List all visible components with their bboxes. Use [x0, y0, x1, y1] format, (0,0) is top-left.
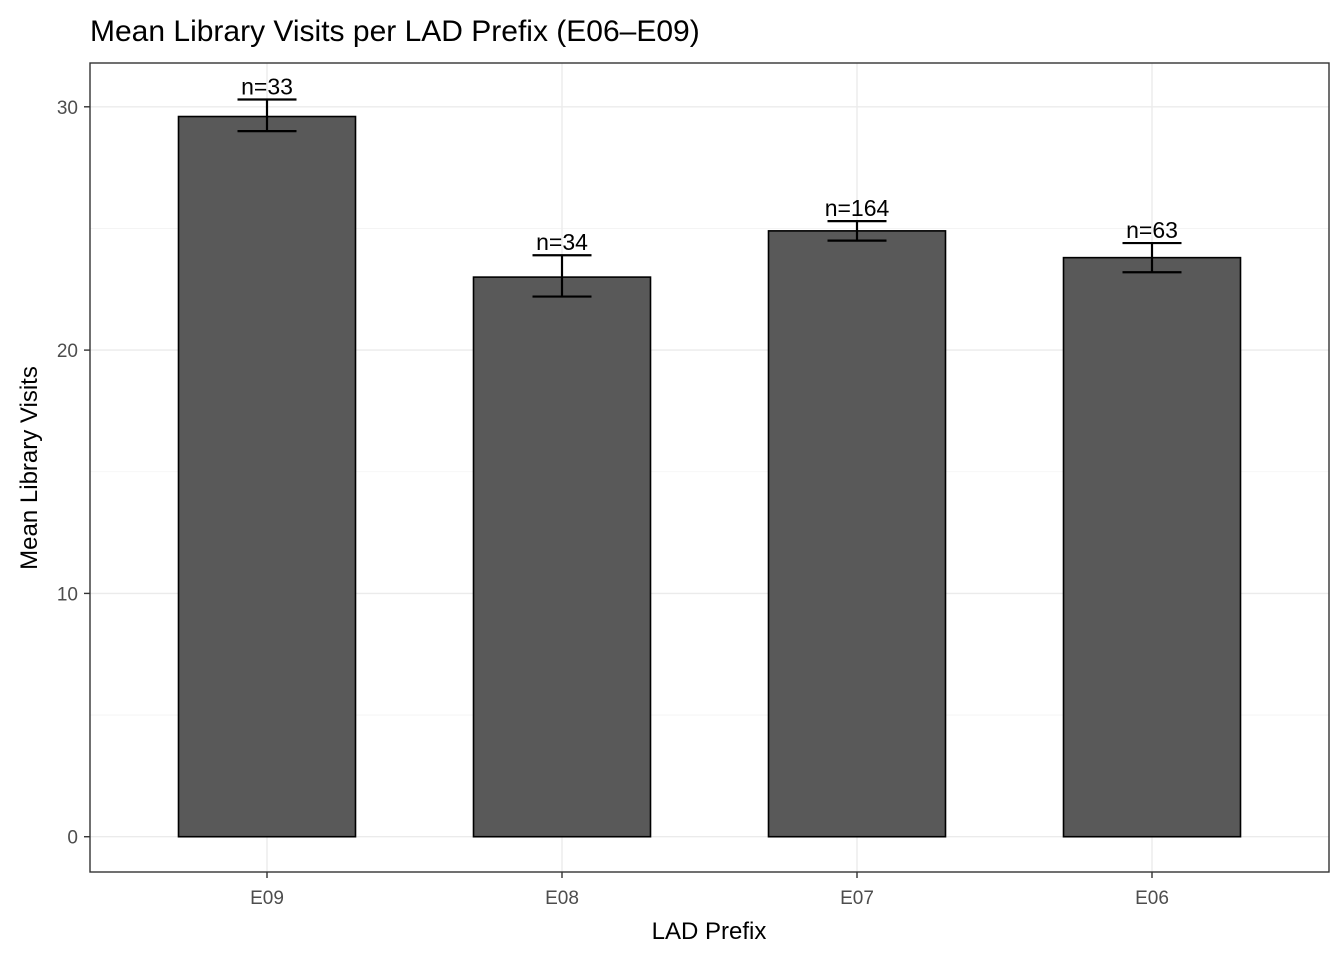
chart-title: Mean Library Visits per LAD Prefix (E06–… — [90, 15, 700, 48]
panel-border — [89, 62, 1330, 873]
x-tick-label-e07: E07 — [840, 888, 874, 909]
data-label-e09: n=33 — [241, 73, 293, 99]
y-axis-title: Mean Library Visits — [16, 366, 43, 570]
data-label-e07: n=164 — [825, 195, 890, 221]
x-tick-label-e08: E08 — [545, 888, 579, 909]
y-tick-label: 0 — [67, 828, 78, 849]
plot-panel: n=33 n=34 n=164 n=63 0 10 20 30 E09 E08 E07 E06 — [57, 62, 1330, 909]
bar-e07 — [767, 230, 947, 838]
error-bar-e07 — [827, 220, 887, 242]
x-axis-title: LAD Prefix — [652, 918, 767, 945]
x-tick-label-e06: E06 — [1135, 888, 1169, 909]
y-tick-label: 30 — [57, 98, 78, 119]
bar-e06 — [1062, 256, 1242, 838]
data-label-e06: n=63 — [1126, 217, 1178, 243]
y-tick-label: 10 — [57, 584, 78, 605]
bar-e08 — [472, 276, 652, 838]
error-bar-e09 — [237, 98, 297, 133]
x-tick-label-e09: E09 — [250, 888, 284, 909]
error-bar-e06 — [1122, 241, 1182, 274]
y-tick-label: 20 — [57, 341, 78, 362]
error-bar-e08 — [532, 254, 592, 298]
data-label-e08: n=34 — [536, 229, 588, 255]
bar-e09 — [177, 115, 357, 838]
